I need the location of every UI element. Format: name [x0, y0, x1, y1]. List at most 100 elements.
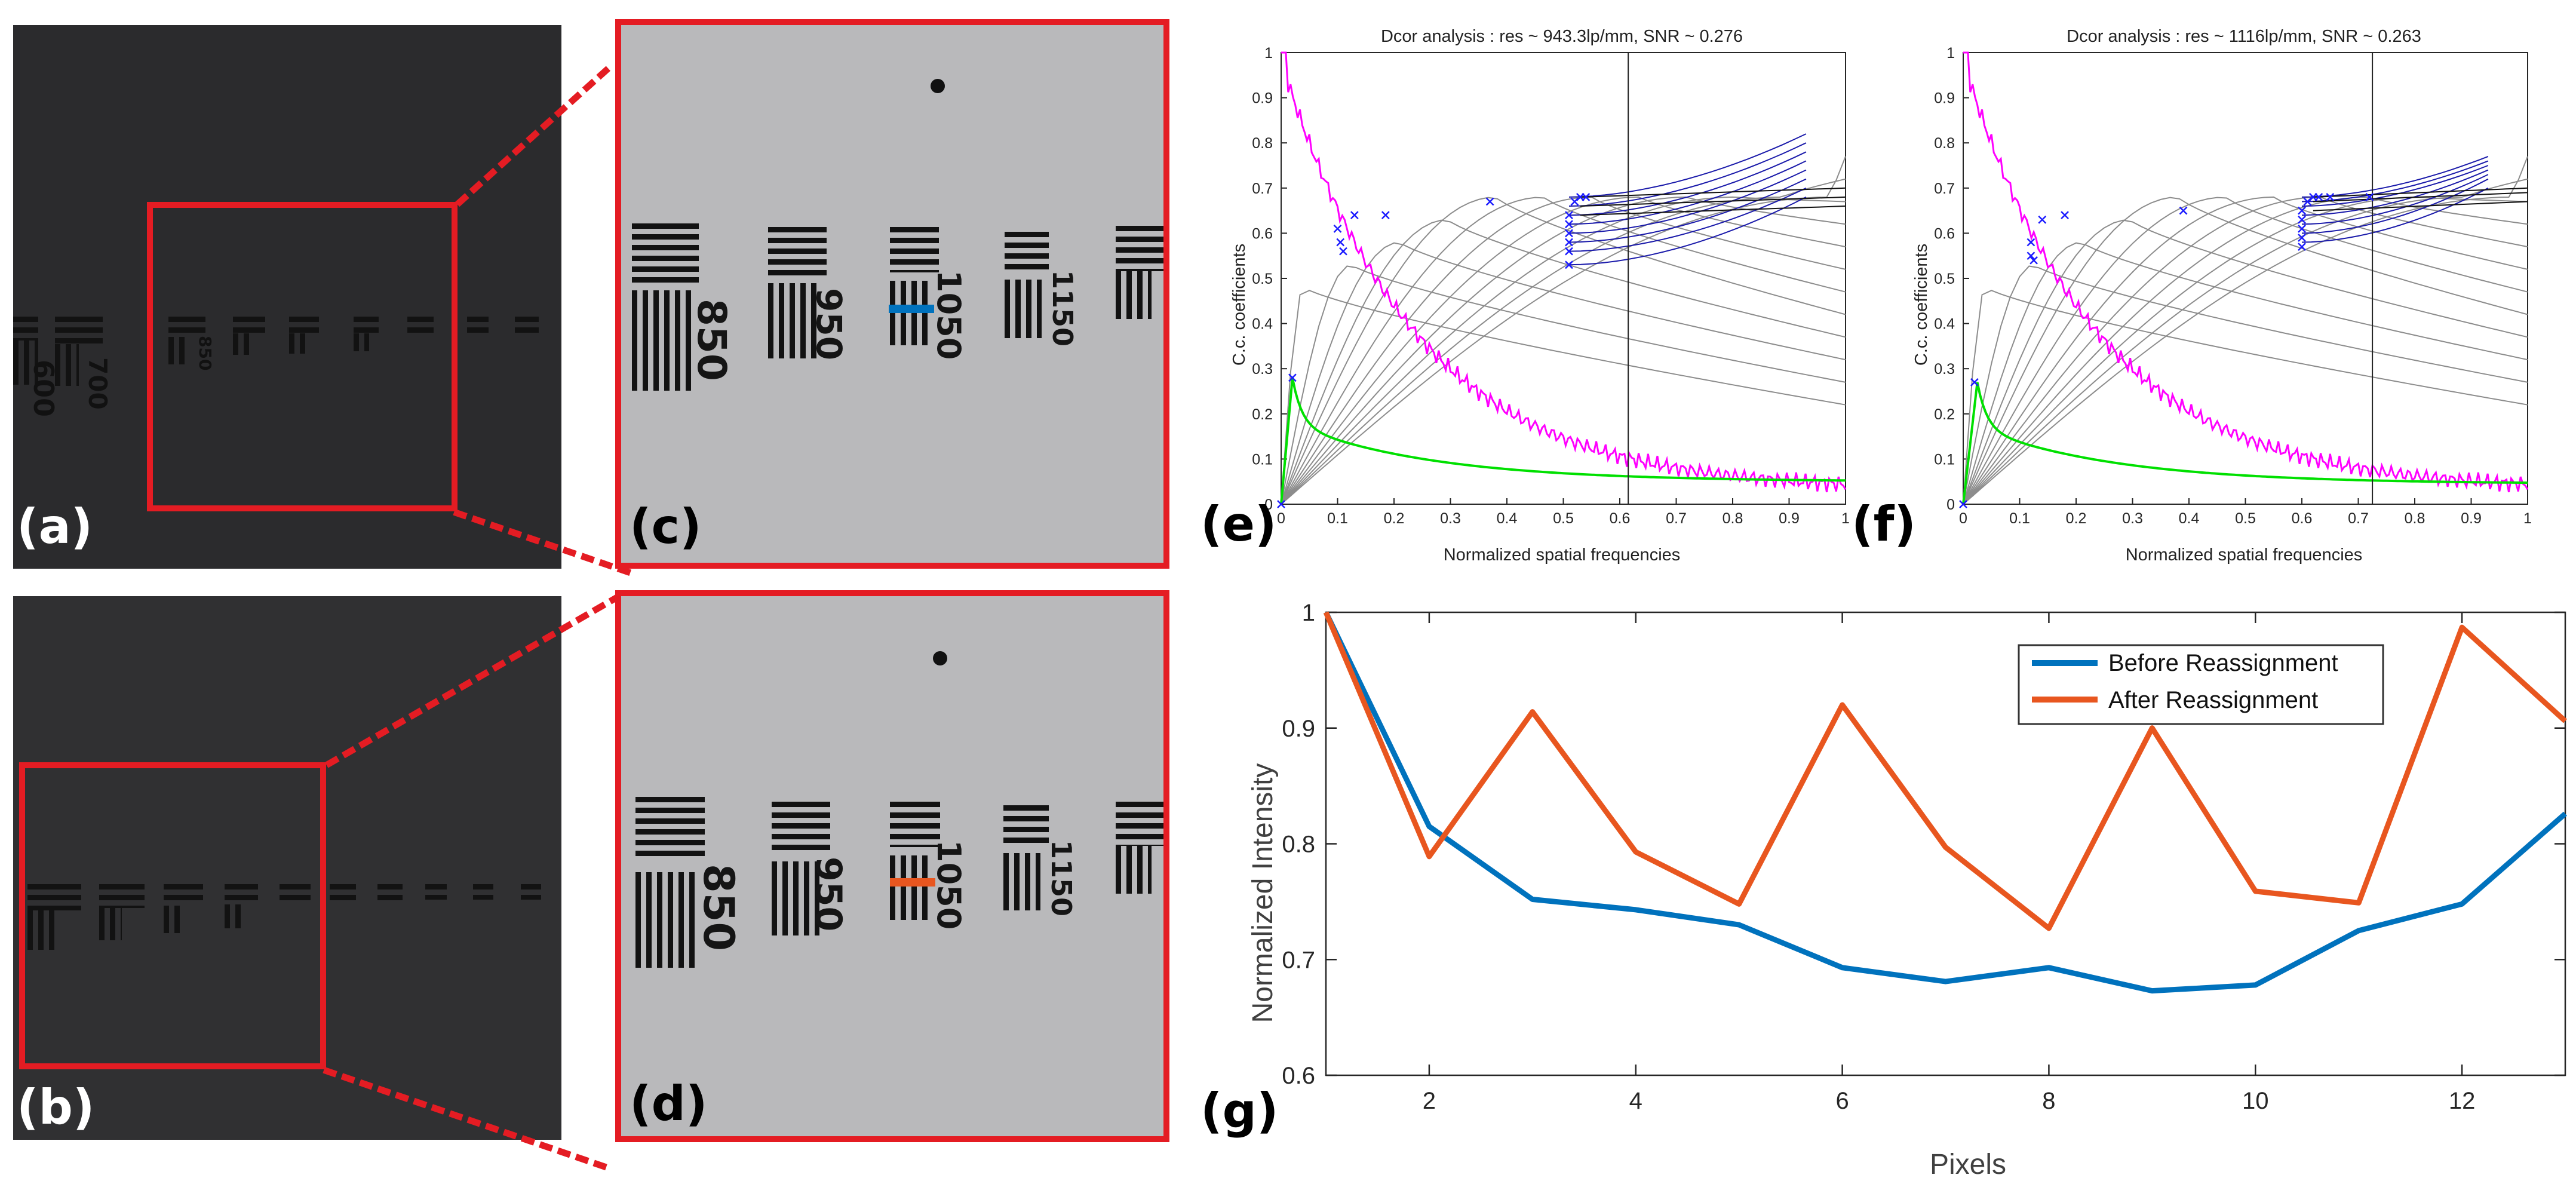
blue-curve: [1568, 187, 1807, 252]
x-tick-label: 8: [2042, 1088, 2055, 1114]
blue-curve: [1568, 151, 1807, 216]
panel-label-d: (d): [630, 1076, 708, 1131]
x-tick-label: 0.9: [1779, 510, 1800, 527]
y-tick-label: 0.5: [1252, 271, 1273, 287]
panel-label-e: (e): [1201, 496, 1277, 552]
panel-d-image: 850 950 1050 1150: [615, 590, 1169, 1142]
peak-marker: [2061, 211, 2069, 220]
line-profile-marker-after: [890, 878, 935, 887]
legend-label-before: Before Reassignment: [2108, 650, 2338, 676]
panel-label-b: (b): [17, 1079, 95, 1135]
gray-curve: [1281, 196, 1846, 505]
y-tick-label: 0.8: [1252, 135, 1273, 152]
blue-curve: [1568, 133, 1807, 198]
dust-spot: [931, 79, 945, 93]
peak-marker: [1485, 197, 1494, 206]
origin-marker: [1277, 500, 1285, 508]
gray-curve: [1963, 265, 2528, 505]
black-curve: [1580, 187, 1846, 198]
chart-g-ylabel: Normalized Intensity: [1247, 763, 1279, 1023]
gray-curve: [1963, 178, 2528, 505]
chart-e-title: Dcor analysis : res ~ 943.3lp/mm, SNR ~ …: [1381, 27, 1743, 46]
x-tick-label: 0.7: [1666, 510, 1687, 527]
blue-curve: [2301, 155, 2489, 198]
panel-c-image: 850 950 1050 1150: [615, 19, 1169, 569]
x-tick-label: 0.8: [1723, 510, 1743, 527]
y-tick-label: 0.8: [1934, 135, 1955, 152]
peak-marker: [2298, 234, 2306, 242]
gray-curve: [1281, 196, 1846, 505]
x-tick-label: 1: [1841, 510, 1850, 527]
chart-f-title: Dcor analysis : res ~ 1116lp/mm, SNR ~ 0…: [2067, 27, 2421, 46]
x-tick-label: 0.2: [1384, 510, 1405, 527]
y-tick-label: 0.1: [1934, 451, 1955, 468]
peak-marker: [2027, 238, 2035, 247]
panel-label-a: (a): [17, 499, 93, 554]
peak-marker: [1565, 229, 1573, 238]
panel-a-image: 600 700 850: [13, 25, 561, 569]
peak-marker: [2179, 206, 2188, 215]
peak-marker: [1565, 238, 1573, 247]
panel-d-frame: [615, 590, 1169, 1142]
y-tick-label: 0.6: [1934, 225, 1955, 242]
x-tick-label: 0.7: [2348, 510, 2369, 527]
chart-f: Dcor analysis : res ~ 1116lp/mm, SNR ~ 0…: [1912, 27, 2532, 565]
y-tick-label: 1: [1302, 600, 1315, 626]
peak-marker: [2027, 251, 2035, 260]
y-tick-label: 0: [1264, 496, 1273, 513]
chart-f-xlabel: Normalized spatial frequencies: [2126, 545, 2363, 565]
chart-g: Pixels Normalized Intensity 2 4 6 8 10 12 0.6 0…: [1247, 600, 2568, 1180]
peak-marker: [2298, 224, 2306, 233]
peak-marker: [2303, 197, 2312, 206]
peak-marker: [1565, 220, 1573, 229]
x-tick-label: 10: [2242, 1088, 2269, 1114]
gray-curve: [1281, 242, 1846, 505]
peak-marker: [2314, 193, 2323, 201]
x-tick-label: 0.4: [2179, 510, 2200, 527]
gray-curve: [1281, 290, 1846, 505]
gray-curve: [1963, 196, 2528, 505]
black-curve: [2313, 187, 2528, 198]
dust-spot-d: [933, 651, 947, 665]
peak-marker: [1970, 378, 1979, 387]
y-tick-label: 0.6: [1282, 1063, 1315, 1089]
peak-marker: [2298, 243, 2306, 251]
magenta-spectrum-curve: [1963, 51, 2529, 493]
panel-c-frame: [615, 19, 1169, 569]
gray-curve: [1963, 196, 2528, 505]
y-tick-label: 0.5: [1934, 271, 1955, 287]
x-tick-label: 0.1: [1327, 510, 1348, 527]
x-tick-label: 0.3: [1440, 510, 1461, 527]
x-tick-label: 0.9: [2461, 510, 2482, 527]
peak-marker: [2365, 193, 2374, 201]
x-tick-label: 0: [1959, 510, 1967, 527]
x-tick-label: 1: [2523, 510, 2532, 527]
x-tick-label: 0.6: [2292, 510, 2313, 527]
black-curve: [2313, 201, 2528, 211]
chart-g-xlabel: Pixels: [1930, 1149, 2006, 1180]
y-tick-label: 0.7: [1934, 180, 1955, 197]
peak-marker: [2038, 215, 2047, 224]
peak-marker: [1570, 197, 1579, 206]
chart-e-ylabel: C.c. coefficients: [1230, 244, 1249, 366]
gray-curve: [1281, 197, 1846, 505]
blue-curve: [2301, 174, 2489, 225]
x-tick-label: 0.6: [1610, 510, 1631, 527]
peak-marker: [2298, 206, 2306, 215]
x-tick-label: 2: [1423, 1088, 1436, 1114]
x-tick-label: 0.3: [2122, 510, 2143, 527]
gray-curve: [1281, 197, 1846, 505]
gray-curve: [1963, 290, 2528, 505]
gray-curve: [1281, 178, 1846, 505]
peak-marker: [1288, 373, 1297, 382]
peak-marker: [1565, 260, 1573, 269]
peak-marker: [2326, 193, 2335, 201]
peak-marker: [1565, 247, 1573, 256]
black-curve: [1580, 196, 1846, 207]
panel-label-f: (f): [1852, 496, 1916, 552]
x-tick-label: 0.5: [2235, 510, 2256, 527]
blue-curve: [2301, 178, 2489, 234]
y-tick-label: 0: [1946, 496, 1955, 513]
panel-b-image: [13, 596, 561, 1140]
gray-curve: [1963, 242, 2528, 505]
